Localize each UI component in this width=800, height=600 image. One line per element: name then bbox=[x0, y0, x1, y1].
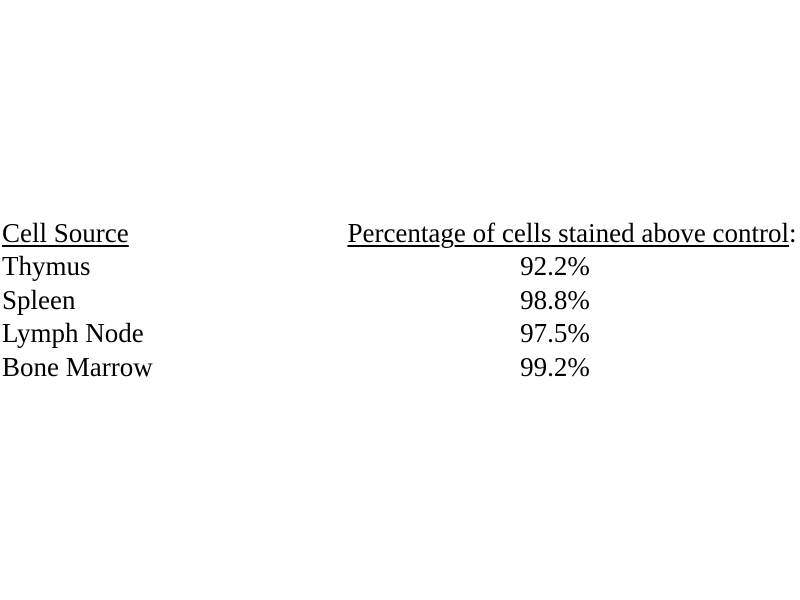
table-row: Thymus 92.2% bbox=[0, 250, 800, 283]
cell-source-value: Bone Marrow bbox=[2, 351, 153, 382]
cell-source-header-label: Cell Source bbox=[2, 218, 129, 248]
stain-table: Cell Source Percentage of cells stained … bbox=[0, 217, 800, 384]
percentage-value: 98.8% bbox=[520, 284, 590, 315]
table-row: Bone Marrow 99.2% bbox=[0, 351, 800, 384]
percentage-header-label: Percentage of cells stained above contro… bbox=[347, 218, 790, 248]
percentage-value: 99.2% bbox=[520, 351, 590, 382]
percentage-header-cell: Percentage of cells stained above contro… bbox=[344, 217, 800, 250]
table-row: Lymph Node 97.5% bbox=[0, 317, 800, 350]
cell-source-value: Spleen bbox=[2, 284, 76, 315]
percentage-value: 92.2% bbox=[520, 251, 590, 282]
table-header-row: Cell Source Percentage of cells stained … bbox=[0, 217, 800, 250]
percentage-value: 97.5% bbox=[520, 318, 590, 349]
cell-source-value: Thymus bbox=[2, 251, 91, 282]
percentage-header-colon: : bbox=[789, 218, 797, 248]
cell-source-value: Lymph Node bbox=[2, 318, 144, 349]
cell-source-header-cell: Cell Source bbox=[0, 217, 344, 250]
table-row: Spleen 98.8% bbox=[0, 284, 800, 317]
